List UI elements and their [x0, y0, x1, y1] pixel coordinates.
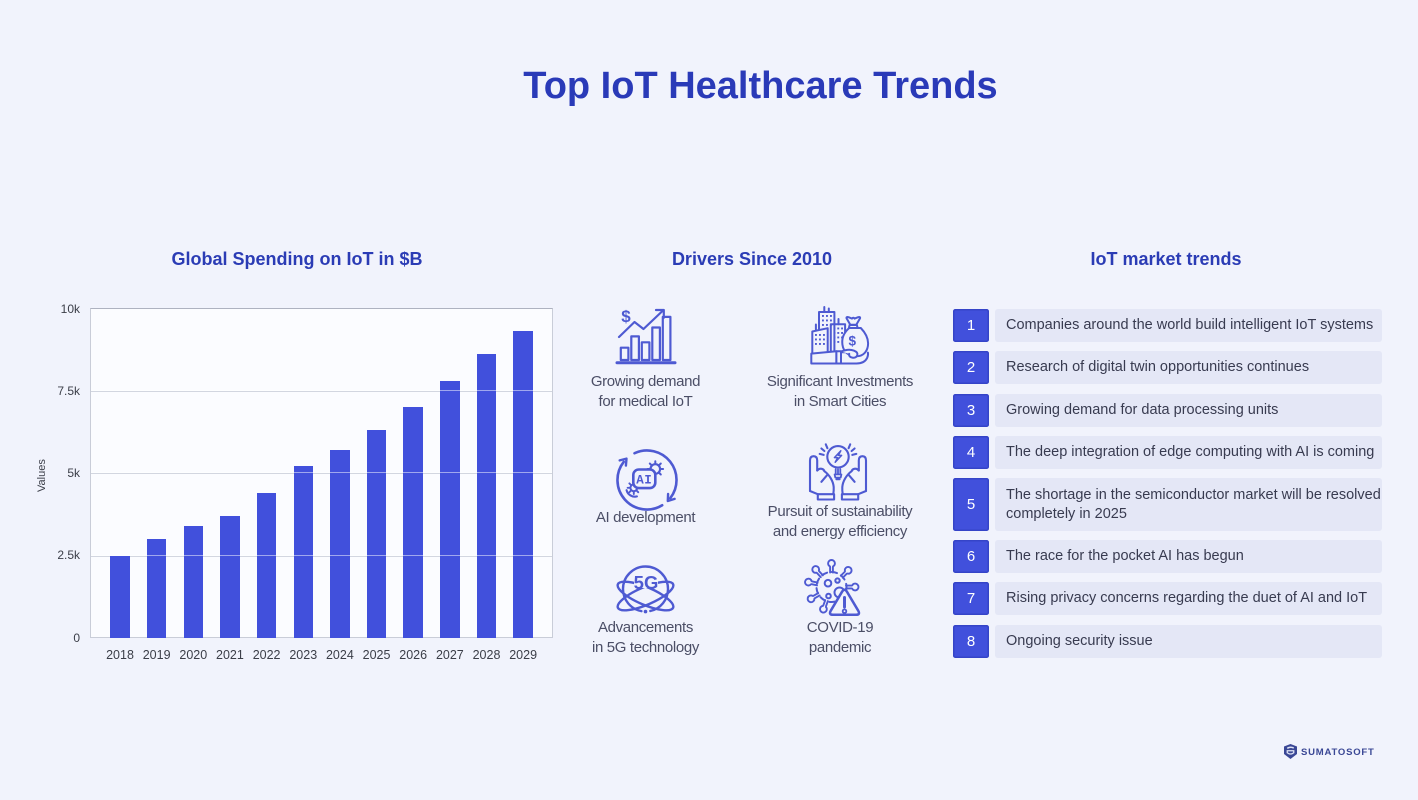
svg-text:$: $ — [849, 334, 857, 349]
svg-text:$: $ — [621, 307, 631, 326]
svg-text:5G: 5G — [634, 572, 659, 593]
svg-text:AI: AI — [636, 473, 652, 487]
